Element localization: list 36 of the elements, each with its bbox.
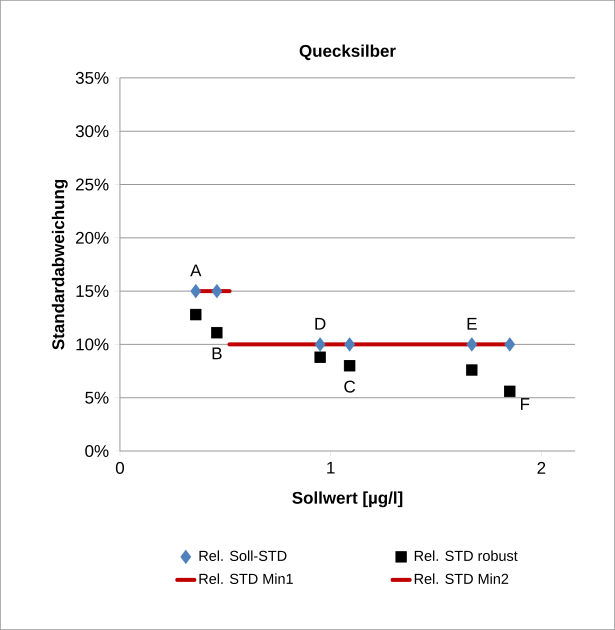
annotation: F [521,398,530,410]
legend-label: Rel. STD Min1 [199,573,293,584]
x-axis-title: Sollwert [µg/l] [292,491,402,508]
y-tick-label: 25% [76,178,108,191]
y-tick-label: 20% [76,232,108,244]
y-axis-title: Standardabweichung [52,180,68,350]
annotation: C [344,380,356,393]
point [466,364,478,376]
annotation: B [212,348,222,360]
x-tick-label: 2 [538,462,546,474]
point [190,284,202,298]
chart-title: Quecksilber [300,44,396,60]
y-tick-label: 35% [76,72,108,84]
point [504,337,516,352]
y-tick-label: 10% [76,338,108,350]
x-tick-label: 0 [116,462,124,474]
y-tick-label: 0% [85,445,108,458]
y-tick-label: 5% [85,392,108,404]
point [211,327,223,338]
legend-label: Rel. Soll-STD [199,550,286,561]
x-tick-label: 1 [327,462,335,474]
annotation: A [190,264,202,276]
annotation: E [468,318,477,330]
point [314,352,326,363]
annotation: D [315,318,326,330]
point [344,337,356,352]
legend-label: Rel. STD robust [414,550,518,561]
y-tick-label: 15% [76,285,108,298]
point [466,337,478,352]
legend-label: Rel. STD Min2 [414,573,508,584]
point [190,308,202,320]
y-tick-label: 30% [76,125,108,138]
point [211,284,222,298]
point [504,386,516,398]
point [344,360,356,372]
point [314,337,326,352]
